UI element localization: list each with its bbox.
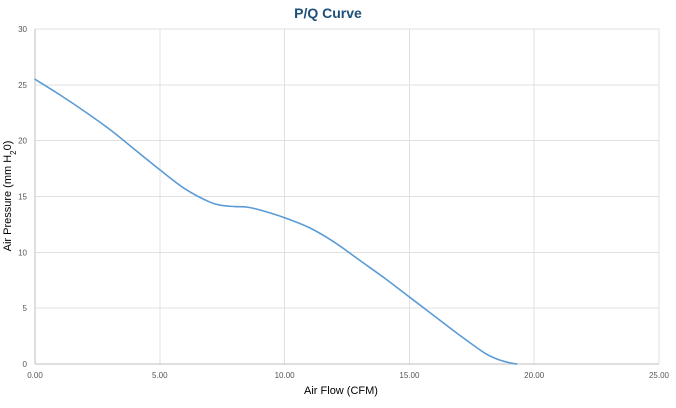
y-axis-title-prefix: Air Pressure (mm H bbox=[2, 155, 14, 252]
x-tick-label: 10.00 bbox=[275, 371, 296, 380]
grid-layer bbox=[35, 28, 660, 364]
tick-labels: 0 5 10 15 20 25 30 0.00 5.00 10.00 15.00 20.00 25.00 bbox=[18, 25, 669, 380]
y-tick-label: 10 bbox=[18, 248, 27, 257]
x-tick-label: 5.00 bbox=[152, 371, 168, 380]
y-tick-label: 20 bbox=[18, 137, 27, 146]
y-axis-title-subscript: 2 bbox=[9, 150, 18, 155]
y-tick-label: 0 bbox=[23, 360, 28, 369]
y-tick-label: 5 bbox=[23, 304, 28, 313]
y-tick-label: 30 bbox=[18, 25, 27, 34]
x-tick-label: 25.00 bbox=[649, 371, 670, 380]
axis-layer bbox=[34, 29, 659, 365]
y-axis-title: Air Pressure (mm H20) bbox=[2, 141, 18, 252]
x-tick-label: 20.00 bbox=[524, 371, 545, 380]
series-layer bbox=[34, 78, 518, 365]
x-axis-title: Air Flow (CFM) bbox=[304, 385, 378, 397]
x-tick-label: 15.00 bbox=[399, 371, 420, 380]
y-tick-label: 15 bbox=[18, 193, 27, 202]
pq-curve-line bbox=[34, 78, 518, 365]
chart-title: P/Q Curve bbox=[294, 5, 362, 21]
y-axis-title-suffix: 0) bbox=[2, 141, 14, 151]
x-tick-label: 0.00 bbox=[27, 371, 43, 380]
y-tick-label: 25 bbox=[18, 81, 27, 90]
